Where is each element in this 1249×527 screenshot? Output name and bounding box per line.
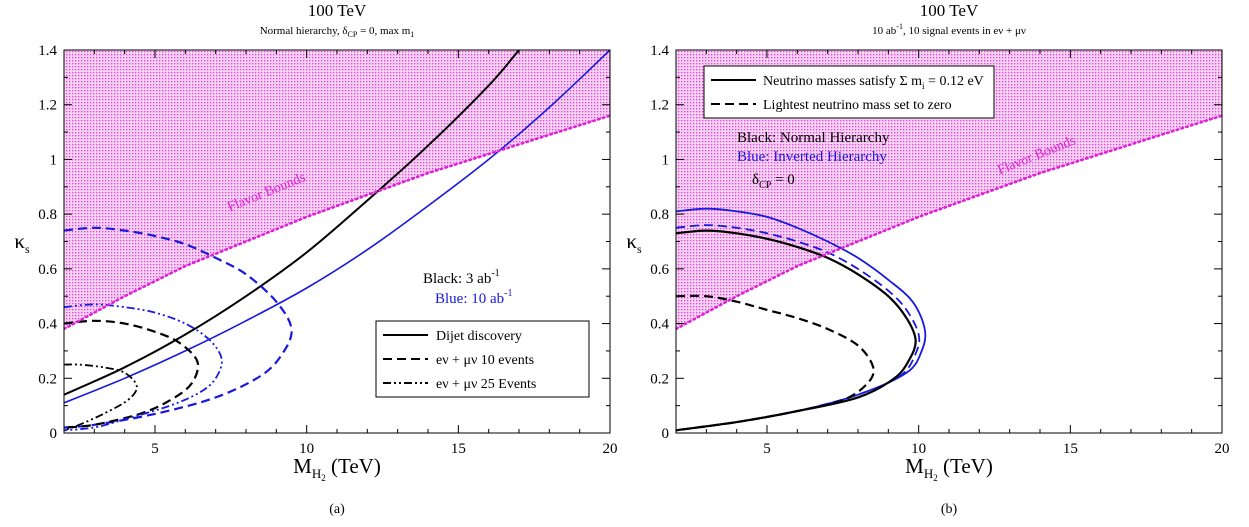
flavor-bound-line <box>64 114 610 331</box>
panel-a-ylabel: κs <box>14 229 30 256</box>
series-group <box>64 50 610 432</box>
x-tick-label: 10 <box>299 441 314 457</box>
panel-a-plot <box>64 50 610 432</box>
y-tick-label: 1.4 <box>650 43 669 59</box>
y-tick-label: 1.2 <box>38 98 57 114</box>
legend-label: Dijet discovery <box>436 329 522 344</box>
y-tick-label: 0.4 <box>650 317 669 333</box>
series-black-dashed-curve <box>676 294 875 432</box>
series-blue-dashed-curve <box>64 226 293 429</box>
y-tick-label: 0.2 <box>650 371 669 387</box>
panel-a-subtitle: Normal hierarchy, δCP = 0, max m1 <box>260 25 415 39</box>
panel-b-ylabel: κs <box>626 229 642 256</box>
y-tick-label: 0 <box>50 426 58 442</box>
legend-label: eν + μν 25 Events <box>436 377 536 392</box>
panel-a-xlabel: MH2 (TeV) <box>293 454 381 483</box>
series-black-dashdotdot-curve <box>64 363 138 432</box>
panel-b-legend: Neutrino masses satisfy Σ mi = 0.12 eV L… <box>703 65 995 119</box>
panel-a-legend: Dijet discovery eν + μν 10 events eν + μ… <box>375 320 590 398</box>
panel-a-title: 100 TeV <box>308 1 367 20</box>
legend-label: Lightest neutrino mass set to zero <box>763 98 952 113</box>
legend-box <box>703 65 995 119</box>
x-tick-label: 5 <box>763 441 771 457</box>
y-tick-label: 1 <box>662 152 670 168</box>
x-tick-label: 20 <box>603 441 618 457</box>
x-tick-label: 15 <box>1063 441 1078 457</box>
panel-b-subtitle: 10 ab-1, 10 signal events in eν + μν <box>872 22 1026 37</box>
y-tick-label: 1.4 <box>38 43 57 59</box>
panel-a-caption: (a) <box>329 502 345 517</box>
ticks: 5 10 15 20 0 0.2 0.4 0.6 0.8 1 1.2 1.4 <box>38 43 617 457</box>
legend-label: eν + μν 10 events <box>436 353 534 368</box>
y-tick-label: 1.2 <box>650 98 669 114</box>
flavor-region <box>64 50 610 329</box>
y-tick-label: 0.6 <box>650 262 669 278</box>
panel-b-title: 100 TeV <box>920 1 979 20</box>
panel-b-blue-note: Blue: Inverted Hierarchy <box>737 149 887 165</box>
x-tick-label: 20 <box>1215 441 1230 457</box>
flavor-bound-line <box>676 114 1222 331</box>
panel-a-black-note: Black: 3 ab-1 <box>423 268 500 287</box>
legend-label: Neutrino masses satisfy Σ mi = 0.12 eV <box>763 74 984 91</box>
y-tick-label: 0 <box>662 426 670 442</box>
series-black-dashed-curve <box>64 319 200 429</box>
flavor-region <box>676 50 1222 329</box>
panel-a-blue-note: Blue: 10 ab-1 <box>435 288 513 307</box>
series-blue-dashdotdot-curve <box>64 303 223 432</box>
panel-a: 100 TeV Normal hierarchy, δCP = 0, max m… <box>14 1 617 517</box>
ticks: 5 10 15 20 0 0.2 0.4 0.6 0.8 1 1.2 1.4 <box>650 43 1229 457</box>
panel-b-xlabel: MH2 (TeV) <box>905 454 993 483</box>
y-tick-label: 1 <box>50 152 58 168</box>
x-tick-label: 15 <box>451 441 466 457</box>
panel-b-delta-note: δCP = 0 <box>752 172 795 191</box>
panel-b-caption: (b) <box>941 502 958 517</box>
panel-b-plot <box>676 50 1222 432</box>
series-blue-dashed-curve <box>676 224 921 432</box>
x-tick-label: 5 <box>151 441 159 457</box>
y-tick-label: 0.6 <box>38 262 57 278</box>
series-group <box>676 207 927 432</box>
x-tick-label: 10 <box>911 441 926 457</box>
panel-b: 100 TeV 10 ab-1, 10 signal events in eν … <box>626 1 1229 517</box>
y-tick-label: 0.8 <box>38 207 57 223</box>
series-blue-solid-curve <box>64 50 610 404</box>
y-tick-label: 0.4 <box>38 317 57 333</box>
series-black-solid-curve <box>64 50 520 396</box>
y-tick-label: 0.2 <box>38 371 57 387</box>
y-tick-label: 0.8 <box>650 207 669 223</box>
panel-b-black-note: Black: Normal Hierarchy <box>737 130 890 146</box>
